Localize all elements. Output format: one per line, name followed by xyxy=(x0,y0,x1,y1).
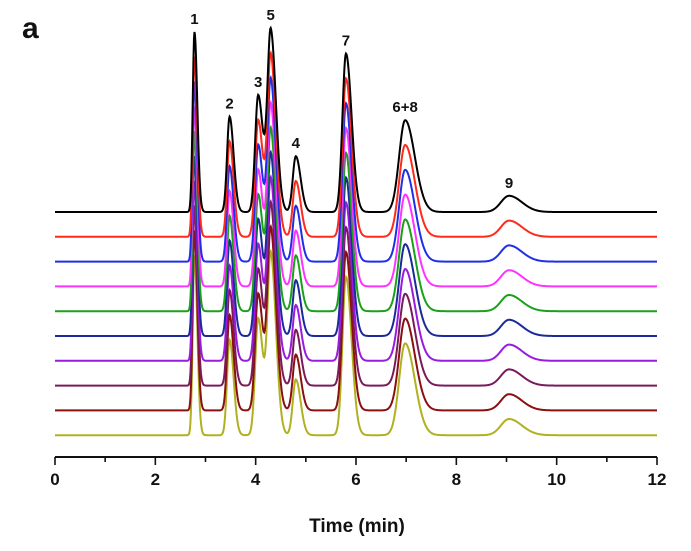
x-axis-title: Time (min) xyxy=(309,516,405,537)
trace-line-3 xyxy=(55,75,657,263)
peak-label: 1 xyxy=(190,11,198,28)
trace-line-7 xyxy=(55,174,657,362)
peak-label: 9 xyxy=(505,175,513,192)
peak-label: 7 xyxy=(342,33,350,50)
x-tick-label: 4 xyxy=(251,470,261,489)
x-axis: 0 2 4 6 8 10 12 xyxy=(50,456,667,489)
trace-line-2 xyxy=(55,50,657,238)
trace-group xyxy=(55,25,657,437)
trace-line-9 xyxy=(55,223,657,412)
trace-line-10 xyxy=(55,248,657,437)
peak-labels: 1 2 3 4 5 7 6+8 9 xyxy=(190,7,513,192)
trace-line-6 xyxy=(55,149,657,337)
trace-line-5 xyxy=(55,124,657,313)
peak-label: 5 xyxy=(267,7,275,24)
x-tick-label: 2 xyxy=(151,470,160,489)
peak-label: 4 xyxy=(292,135,301,152)
trace-line-1 xyxy=(55,25,657,213)
x-tick-label: 12 xyxy=(648,470,667,489)
peak-label: 6+8 xyxy=(392,99,417,116)
peak-label: 3 xyxy=(254,74,262,91)
x-tick-label: 6 xyxy=(351,470,360,489)
panel-label: a xyxy=(22,12,39,45)
peak-label: 2 xyxy=(225,96,233,113)
x-tick-label: 10 xyxy=(547,470,566,489)
x-tick-label: 8 xyxy=(452,470,461,489)
x-tick-label: 0 xyxy=(50,470,59,489)
trace-line-4 xyxy=(55,99,657,288)
trace-line-8 xyxy=(55,199,657,387)
